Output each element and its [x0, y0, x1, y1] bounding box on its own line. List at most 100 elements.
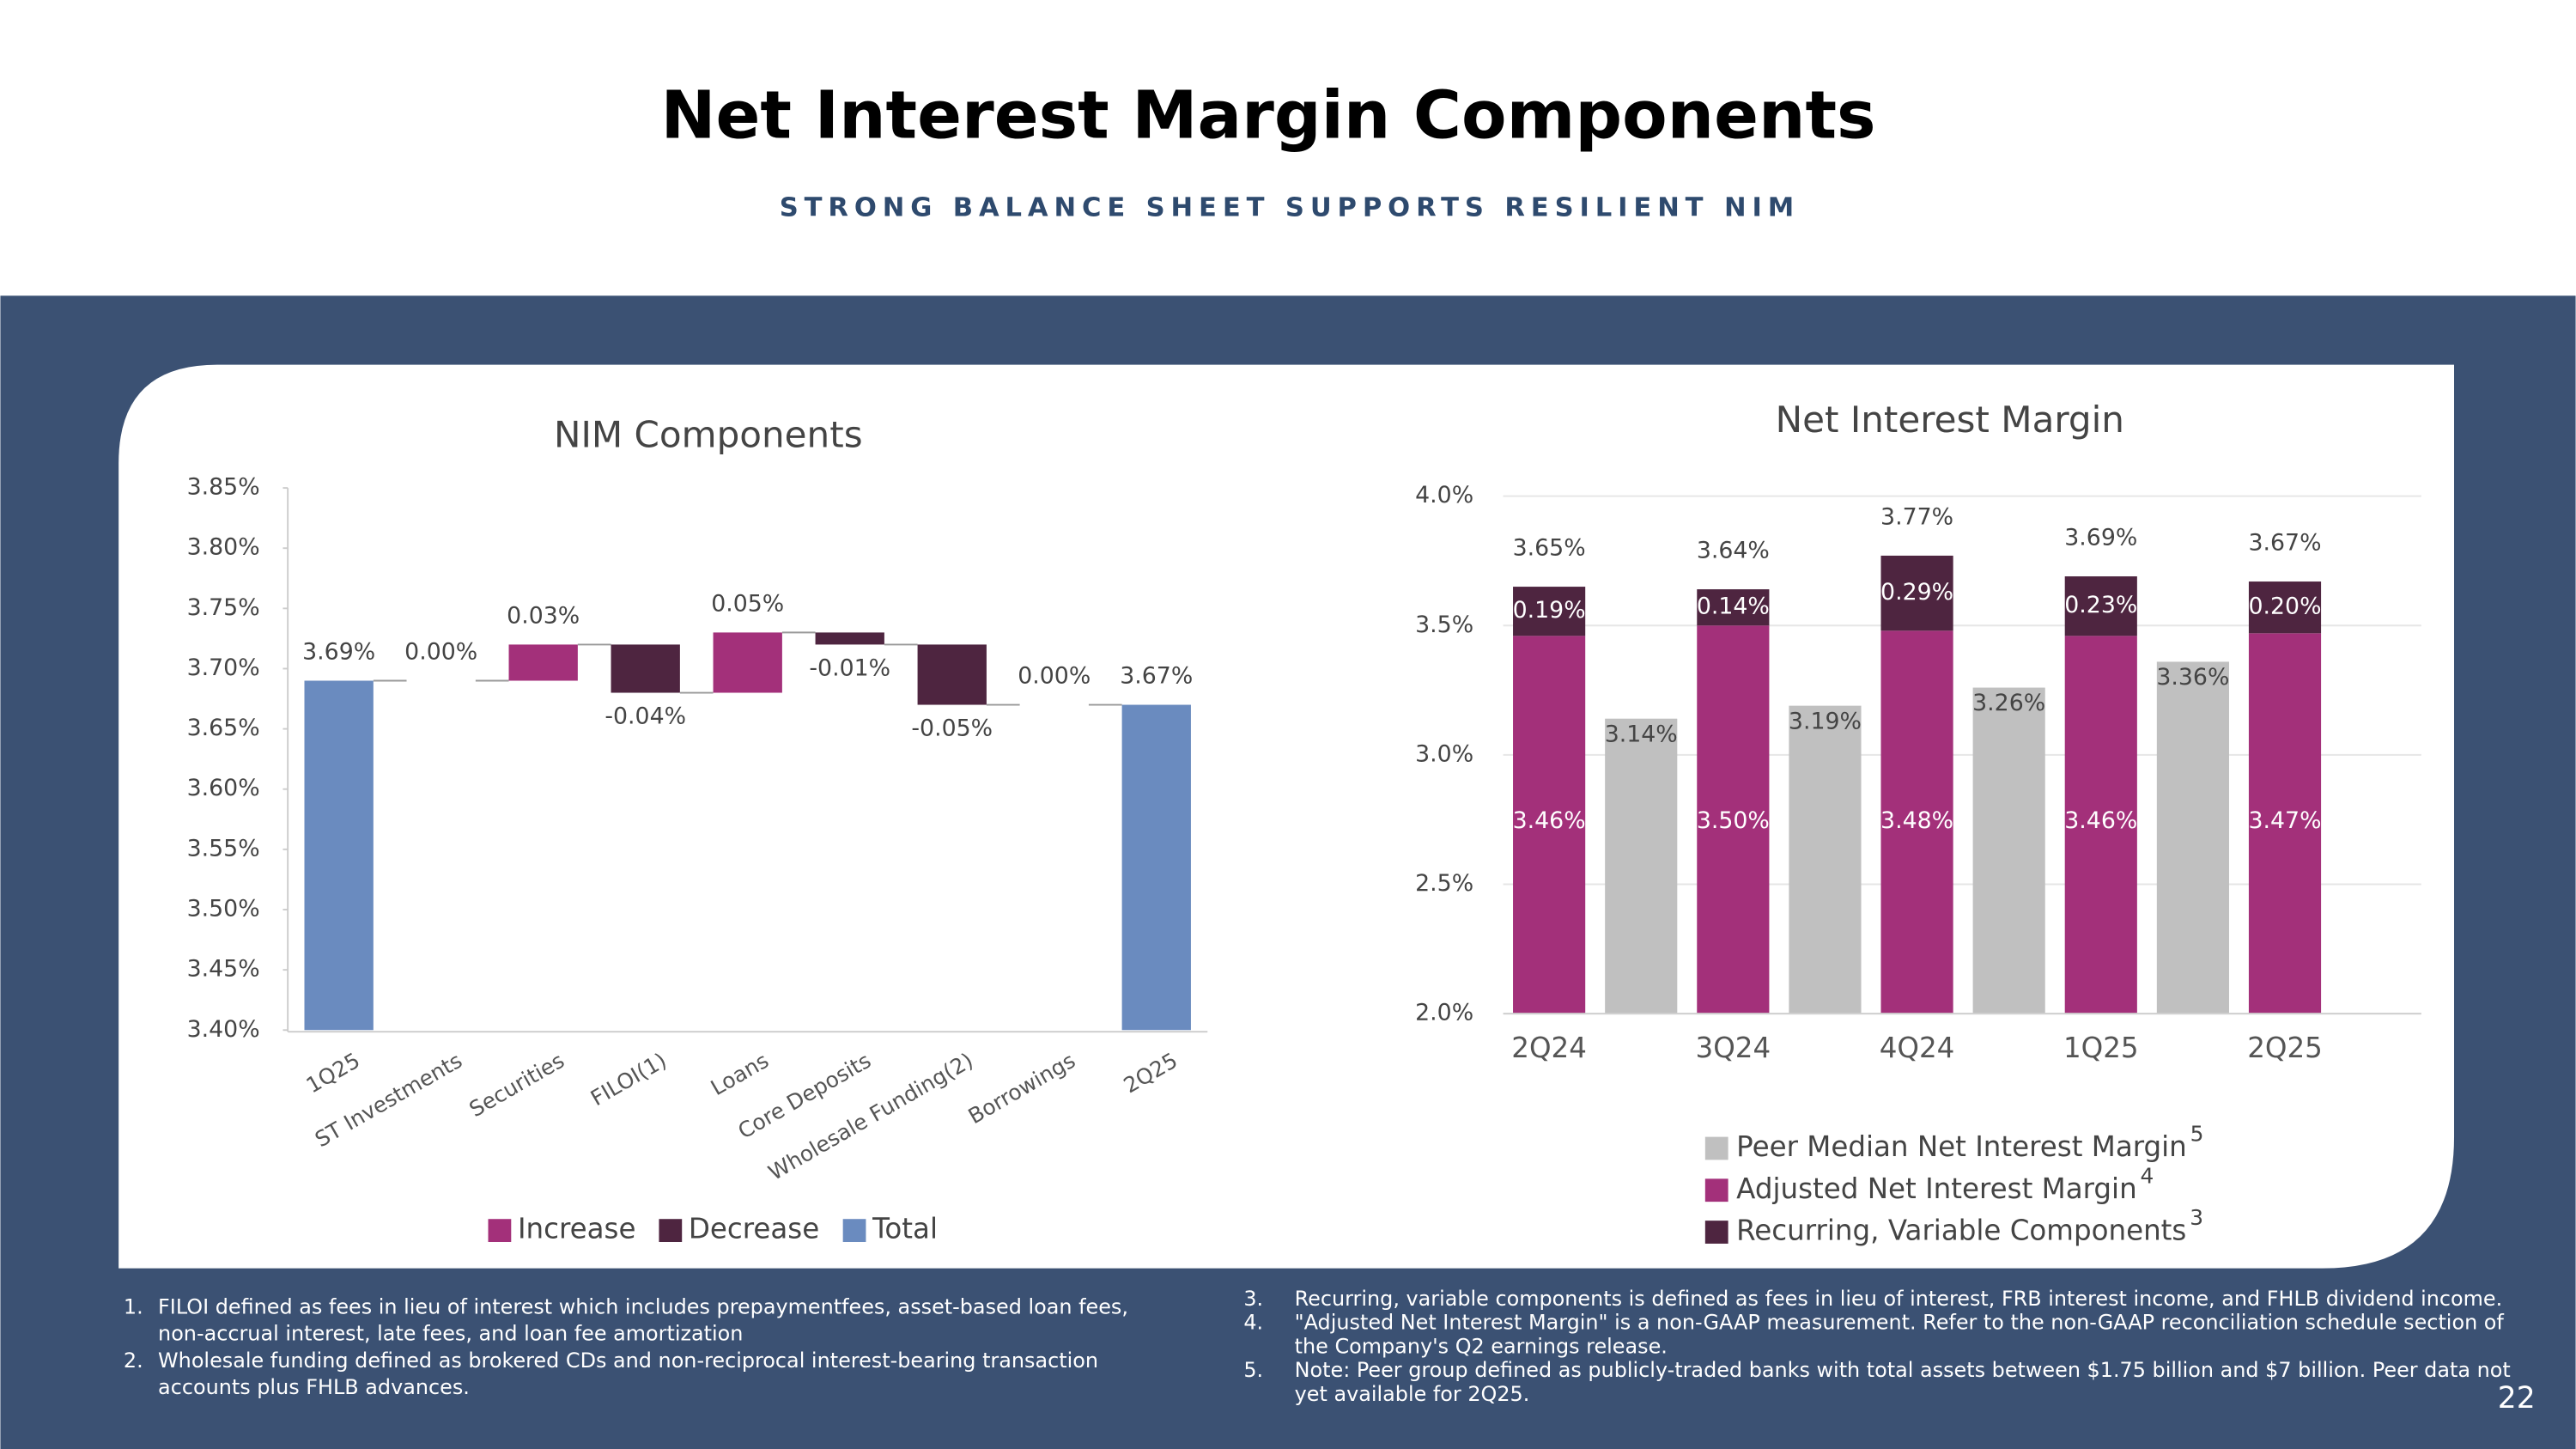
data-label: 3.19% — [1789, 708, 1862, 734]
y-tick-label: 3.45% — [187, 956, 260, 983]
card — [118, 364, 2455, 1269]
data-label: 0.00% — [1018, 663, 1091, 690]
data-label: 3.26% — [1972, 690, 2045, 716]
bar — [917, 644, 987, 705]
footnote-number: 3. — [1243, 1287, 1263, 1311]
data-label: 0.14% — [1697, 594, 1770, 620]
bar — [508, 644, 578, 681]
footnote-number: 2. — [124, 1349, 143, 1373]
chart-title: NIM Components — [554, 413, 863, 455]
footnote-text: accounts plus FHLB advances. — [158, 1375, 470, 1399]
x-tick-label: 2Q24 — [1511, 1032, 1587, 1064]
y-tick-label: 2.0% — [1415, 1000, 1473, 1026]
legend-swatch — [659, 1219, 683, 1242]
data-label: 3.14% — [1605, 721, 1678, 747]
legend-swatch — [1704, 1136, 1728, 1160]
legend-label: Adjusted Net Interest Margin — [1736, 1172, 2137, 1205]
legend-footnote: 5 — [2190, 1122, 2204, 1147]
bar-segment — [2248, 633, 2322, 1014]
y-tick-label: 3.55% — [187, 835, 260, 861]
y-tick-label: 3.50% — [187, 895, 260, 922]
bar-segment — [2064, 636, 2137, 1014]
data-label: 3.67% — [1120, 663, 1193, 690]
bar — [611, 644, 680, 693]
footnote-text: FILOI defined as fees in lieu of interes… — [158, 1295, 1128, 1319]
total-label: 3.65% — [1513, 535, 1586, 562]
legend-label: Decrease — [689, 1213, 819, 1245]
data-label: 0.03% — [507, 602, 580, 629]
x-tick-label: 1Q25 — [2063, 1032, 2139, 1064]
data-label: 3.48% — [1880, 807, 1953, 834]
x-tick-label: 3Q24 — [1696, 1032, 1771, 1064]
page-number: 22 — [2498, 1381, 2536, 1416]
data-label: 0.29% — [1880, 579, 1953, 606]
y-tick-label: 3.80% — [187, 534, 260, 561]
bar — [1605, 718, 1678, 1014]
legend-footnote: 3 — [2190, 1205, 2203, 1230]
data-label: 3.50% — [1697, 807, 1770, 834]
footnote-text: "Adjusted Net Interest Margin" is a non-… — [1295, 1311, 2505, 1335]
y-tick-label: 3.75% — [187, 594, 260, 621]
data-label: 3.47% — [2248, 807, 2321, 834]
legend-label: Recurring, Variable Components — [1736, 1215, 2186, 1247]
bar — [1121, 704, 1191, 1031]
bar — [1972, 687, 2045, 1014]
bar-segment — [1880, 555, 1953, 631]
data-label: 3.69% — [302, 638, 375, 665]
total-label: 3.64% — [1697, 538, 1770, 564]
data-label: 0.20% — [2248, 594, 2321, 620]
x-tick-label: 4Q24 — [1880, 1032, 1955, 1064]
y-tick-label: 3.40% — [187, 1016, 260, 1043]
bar — [304, 680, 374, 1031]
y-tick-label: 4.0% — [1415, 482, 1473, 508]
data-label: 0.05% — [711, 590, 784, 617]
chart-title: Net Interest Margin — [1776, 399, 2124, 441]
bar-segment — [1697, 589, 1770, 626]
data-label: 0.19% — [1513, 597, 1586, 624]
footnote-text: Recurring, variable components is define… — [1295, 1287, 2503, 1311]
bar-segment — [2248, 581, 2322, 634]
y-tick-label: 3.85% — [187, 474, 260, 501]
x-tick-label: 2Q25 — [2247, 1032, 2323, 1064]
bar-segment — [1513, 587, 1586, 636]
footnote-text: non-accrual interest, late fees, and loa… — [158, 1322, 743, 1346]
total-label: 3.67% — [2248, 530, 2321, 557]
total-label: 3.77% — [1880, 503, 1953, 530]
data-label: -0.04% — [605, 703, 686, 730]
bar-segment — [1513, 636, 1586, 1014]
bar-segment — [1880, 630, 1953, 1014]
subtitle: STRONG BALANCE SHEET SUPPORTS RESILIENT … — [780, 192, 1800, 222]
data-label: 0.00% — [404, 638, 477, 665]
y-tick-label: 3.65% — [187, 715, 260, 741]
footnote-number: 1. — [124, 1295, 143, 1319]
bar — [713, 632, 782, 693]
bar-segment — [2064, 576, 2137, 636]
y-tick-label: 3.5% — [1415, 612, 1473, 638]
legend-label: Peer Median Net Interest Margin — [1736, 1130, 2187, 1163]
data-label: -0.01% — [809, 655, 890, 682]
y-tick-label: 3.0% — [1415, 740, 1473, 767]
data-label: 3.46% — [1513, 807, 1586, 834]
data-label: 3.36% — [2156, 664, 2229, 691]
y-tick-label: 3.70% — [187, 654, 260, 681]
footnote-text: Wholesale funding defined as brokered CD… — [158, 1349, 1098, 1373]
footnote-text: the Company's Q2 earnings release. — [1295, 1334, 1668, 1358]
legend-swatch — [1704, 1178, 1728, 1202]
legend-label: Total — [872, 1213, 938, 1245]
data-label: 3.46% — [2064, 807, 2137, 834]
footnote-text: yet available for 2Q25. — [1295, 1382, 1530, 1406]
data-label: -0.05% — [911, 715, 993, 742]
bar — [815, 632, 884, 645]
y-tick-label: 2.5% — [1415, 870, 1473, 897]
bar-segment — [1697, 625, 1770, 1014]
data-label: 0.23% — [2064, 592, 2137, 618]
footnote-number: 5. — [1243, 1358, 1263, 1382]
legend-footnote: 4 — [2141, 1163, 2154, 1188]
bar — [2156, 661, 2229, 1014]
total-label: 3.69% — [2064, 525, 2137, 551]
legend-swatch — [842, 1219, 866, 1242]
footnote-number: 4. — [1243, 1311, 1263, 1335]
y-tick-label: 3.60% — [187, 775, 260, 801]
